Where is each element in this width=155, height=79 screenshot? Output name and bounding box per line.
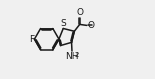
Text: S: S xyxy=(60,19,66,28)
Text: F: F xyxy=(29,35,34,44)
Text: 2: 2 xyxy=(74,52,78,58)
Text: NH: NH xyxy=(65,52,78,61)
Text: O: O xyxy=(76,8,83,17)
Text: O: O xyxy=(87,21,94,30)
